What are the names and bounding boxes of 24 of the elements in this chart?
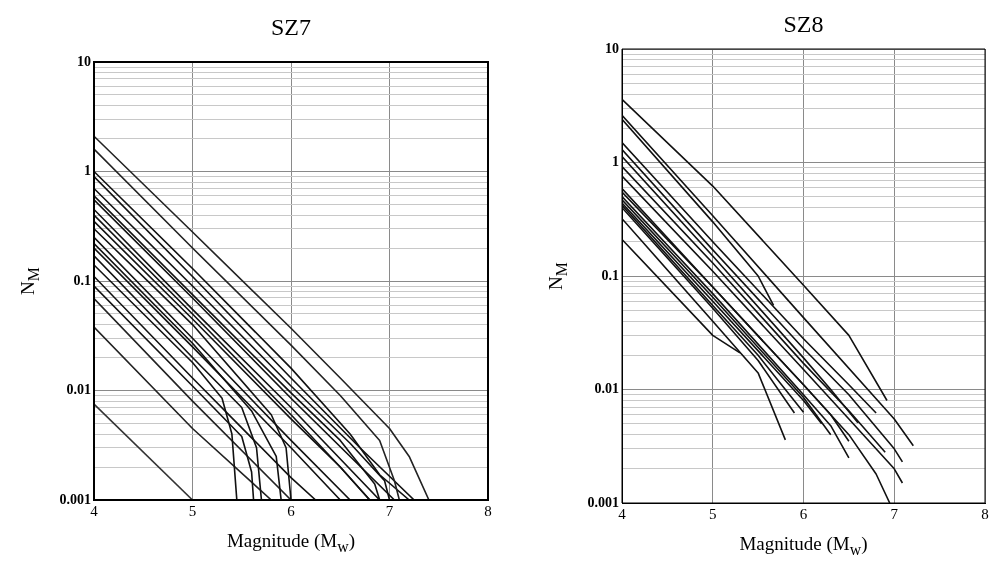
y-tick-label: 10	[605, 40, 619, 56]
x-tick-label: 5	[188, 502, 197, 519]
x-tick-label: 7	[385, 502, 394, 519]
y-tick-label: 1	[612, 154, 619, 170]
x-axis-title: Magnitude (M$_{w}$)	[226, 530, 356, 556]
y-tick-label: 1	[84, 163, 91, 179]
y-tick-label: 0.001	[587, 494, 619, 510]
y-tick-label: 0.01	[594, 381, 619, 397]
y-tick-label: 10	[77, 53, 91, 69]
x-tick-label: 6	[799, 505, 808, 522]
y-tick-label: 0.001	[59, 491, 91, 507]
x-tick-label: 8	[981, 505, 989, 522]
x-tick-label: 8	[484, 502, 492, 519]
x-tick-label: 4	[90, 502, 99, 519]
x-axis-title: Magnitude (M$_{w}$)	[739, 533, 868, 559]
x-tick-label: 4	[618, 505, 627, 522]
chart-title: SZ8	[783, 11, 824, 38]
y-tick-label: 0.01	[66, 382, 91, 398]
y-tick-label: 0.1	[601, 267, 619, 283]
y-tick-label: 0.1	[73, 272, 91, 288]
x-tick-label: 5	[709, 505, 717, 522]
chart-title: SZ7	[270, 14, 312, 41]
x-tick-label: 6	[287, 502, 296, 519]
x-tick-label: 7	[890, 505, 899, 522]
